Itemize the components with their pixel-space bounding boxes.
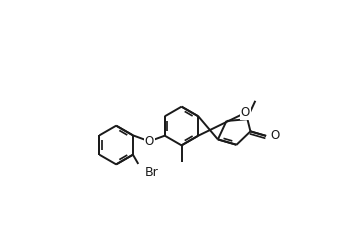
Text: Br: Br bbox=[145, 166, 159, 179]
Text: O: O bbox=[271, 129, 280, 142]
Text: O: O bbox=[241, 106, 250, 119]
Text: O: O bbox=[145, 135, 154, 148]
